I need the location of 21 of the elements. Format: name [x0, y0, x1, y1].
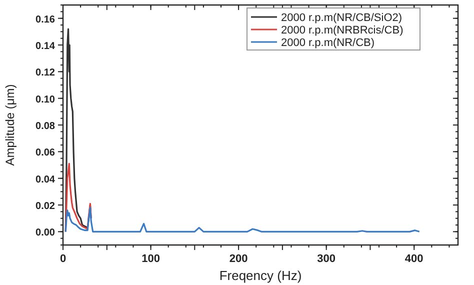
line-series — [64, 206, 420, 232]
y-axis-title: Amplitude (μm) — [3, 84, 17, 166]
x-tick-label: 100 — [142, 253, 160, 265]
y-tick-label: 0.08 — [36, 121, 56, 132]
y-tick-label: 0.00 — [36, 228, 56, 239]
y-tick-label: 0.06 — [36, 148, 56, 159]
x-axis-title: Freqency (Hz) — [219, 268, 302, 283]
y-tick-label: 0.12 — [36, 68, 56, 79]
y-tick-label: 0.04 — [36, 174, 56, 186]
legend-label: 2000 r.p.m(NR/CB) — [281, 37, 375, 49]
x-tick-label: 200 — [229, 253, 248, 265]
x-tick-label: 0 — [60, 253, 66, 265]
y-tick-label: 0.14 — [36, 41, 56, 52]
line-series — [64, 162, 92, 232]
x-tick-label: 300 — [317, 253, 336, 265]
y-tick-label: 0.10 — [36, 94, 56, 106]
legend-label: 2000 r.p.m(NR/CB/SiO2) — [281, 12, 402, 24]
y-tick-label: 0.02 — [36, 201, 56, 212]
x-tick-label: 400 — [404, 253, 424, 265]
y-tick-label: 0.16 — [36, 14, 56, 26]
legend-label: 2000 r.p.m(NRBRcis/CB) — [281, 24, 404, 36]
